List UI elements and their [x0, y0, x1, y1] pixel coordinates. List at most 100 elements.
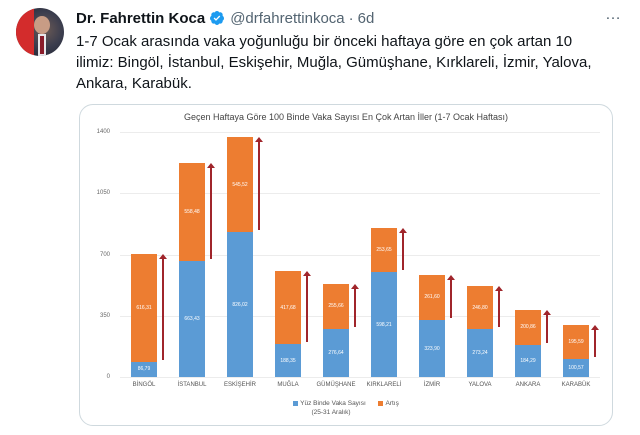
legend-swatch-blue	[293, 400, 299, 406]
y-tick-label: 0	[106, 374, 110, 380]
bar-segment-cases	[131, 361, 157, 377]
bar-segment-increase	[467, 286, 493, 330]
x-axis-label: İZMİR	[423, 382, 441, 388]
bar-7: 273,24 246,80	[467, 285, 503, 377]
y-tick-label: 700	[99, 251, 110, 258]
y-tick-label: 1400	[96, 129, 110, 135]
bar-label-cases: 100,57	[568, 365, 584, 372]
author-avatar[interactable]	[16, 8, 64, 56]
bar-segment-cases	[515, 344, 541, 377]
verified-badge-icon	[210, 11, 225, 25]
increase-arrow-icon	[351, 283, 359, 327]
bar-segment-increase	[515, 309, 541, 345]
bar-label-cases: 188,35	[280, 357, 296, 364]
bar-segment-increase	[323, 283, 349, 329]
tweet-media-chart[interactable]: Geçen Haftaya Göre 100 Binde Vaka Sayısı…	[79, 104, 613, 426]
bar-segment-increase	[275, 270, 301, 345]
gridline	[120, 193, 600, 195]
tweet-text: 1-7 Ocak arasında vaka yoğunluğu bir önc…	[76, 33, 592, 92]
x-axis-label: İSTANBUL	[177, 382, 207, 388]
increase-arrow-icon	[255, 136, 263, 231]
gridline	[120, 254, 600, 256]
bar-8: 184,29 200,86	[515, 309, 551, 377]
flag-graphic	[16, 8, 34, 56]
bar-label-cases: 826,02	[232, 301, 248, 308]
bar-label-cases: 276,64	[328, 349, 344, 356]
y-tick-label: 350	[99, 312, 110, 319]
separator: ·	[348, 9, 354, 27]
bar-segment-cases	[563, 359, 589, 377]
increase-arrow-icon	[303, 270, 311, 343]
y-tick-label: 1050	[96, 190, 110, 197]
increase-arrow-icon	[399, 227, 407, 271]
x-axis-label: ANKARA	[515, 382, 541, 388]
gridline	[120, 377, 600, 378]
bar-label-increase: 200,86	[520, 324, 536, 331]
chart-legend: Yüz Binde Vaka Sayısı Artış (25-31 Aralı…	[80, 399, 612, 417]
gridline	[120, 315, 600, 317]
bar-label-increase: 253,65	[376, 247, 392, 254]
x-axis-label: MUĞLA	[277, 382, 299, 388]
x-axis-label: ESKİŞEHİR	[223, 382, 256, 388]
bar-label-increase: 558,48	[184, 209, 200, 216]
bar-segment-increase	[419, 274, 445, 321]
bar-label-cases: 663,43	[184, 315, 200, 322]
increase-arrow-icon	[495, 285, 503, 328]
increase-arrow-icon	[159, 253, 167, 360]
face-graphic	[34, 16, 50, 34]
bar-segment-increase	[371, 227, 397, 273]
bar-segment-increase	[179, 163, 205, 261]
x-axis-label: KIRKLARELİ	[366, 382, 402, 388]
bar-3: 188,35 417,68	[275, 270, 311, 377]
author-handle[interactable]: @drfahrettinkoca	[230, 9, 345, 27]
bar-2: 826,02 545,52	[227, 136, 263, 377]
legend-label-blue: Yüz Binde Vaka Sayısı	[300, 400, 366, 407]
bar-segment-cases	[467, 329, 493, 377]
bar-label-increase: 261,60	[424, 294, 440, 301]
increase-arrow-icon	[591, 325, 599, 358]
bar-segment-increase	[563, 325, 589, 360]
more-options-icon[interactable]: …	[605, 6, 622, 23]
gridline	[120, 132, 600, 133]
author-name[interactable]: Dr. Fahrettin Koca	[76, 9, 206, 27]
bar-label-increase: 417,68	[280, 304, 296, 311]
x-axis-label: YALOVA	[468, 382, 492, 388]
timestamp[interactable]: 6d	[357, 9, 375, 27]
bar-label-increase: 246,80	[472, 304, 488, 311]
bar-4: 276,64 255,66	[323, 283, 359, 377]
x-axis-label: KARABÜK	[561, 382, 591, 388]
chart-plot-area: 0 350 700 1050 1400 86,79 616,31 BİNGÖL 663,43 55…	[97, 129, 600, 388]
x-axis-label: BİNGÖL	[132, 382, 156, 388]
bar-6: 323,90 261,60	[419, 274, 455, 377]
tie-graphic	[40, 36, 44, 54]
x-axis-label: GÜMÜŞHANE	[316, 382, 356, 388]
bar-segment-cases	[275, 344, 301, 377]
bar-label-increase: 545,52	[232, 181, 248, 188]
bar-label-cases: 184,29	[520, 357, 536, 364]
bar-segment-increase	[227, 137, 253, 233]
bar-label-cases: 86,79	[137, 366, 151, 373]
chart-title: Geçen Haftaya Göre 100 Binde Vaka Sayısı…	[184, 112, 508, 122]
bar-label-increase: 255,66	[328, 303, 344, 310]
bar-label-increase: 195,59	[568, 339, 584, 346]
legend-label-blue-period: (25-31 Aralık)	[311, 409, 351, 416]
bar-label-cases: 323,90	[424, 345, 440, 352]
bar-label-cases: 273,24	[472, 350, 488, 357]
bar-segment-cases	[179, 260, 205, 377]
bar-segment-cases	[419, 320, 445, 377]
increase-arrow-icon	[207, 163, 215, 259]
bar-1: 663,43 558,48	[179, 163, 215, 377]
bar-label-increase: 616,31	[136, 304, 152, 311]
bar-5: 598,21 253,65	[371, 227, 407, 377]
bar-0: 86,79 616,31	[131, 253, 167, 377]
bar-segment-increase	[131, 253, 157, 362]
increase-arrow-icon	[543, 309, 551, 343]
tweet-header: Dr. Fahrettin Koca @drfahrettinkoca · 6d	[76, 8, 374, 28]
bar-9: 100,57 195,59	[563, 325, 599, 377]
bar-segment-cases	[227, 232, 253, 377]
legend-label-orange: Artış	[385, 400, 399, 407]
legend-swatch-orange	[378, 400, 384, 406]
bar-label-cases: 598,21	[376, 321, 392, 328]
bar-segment-cases	[323, 328, 349, 377]
bar-segment-cases	[371, 272, 397, 377]
